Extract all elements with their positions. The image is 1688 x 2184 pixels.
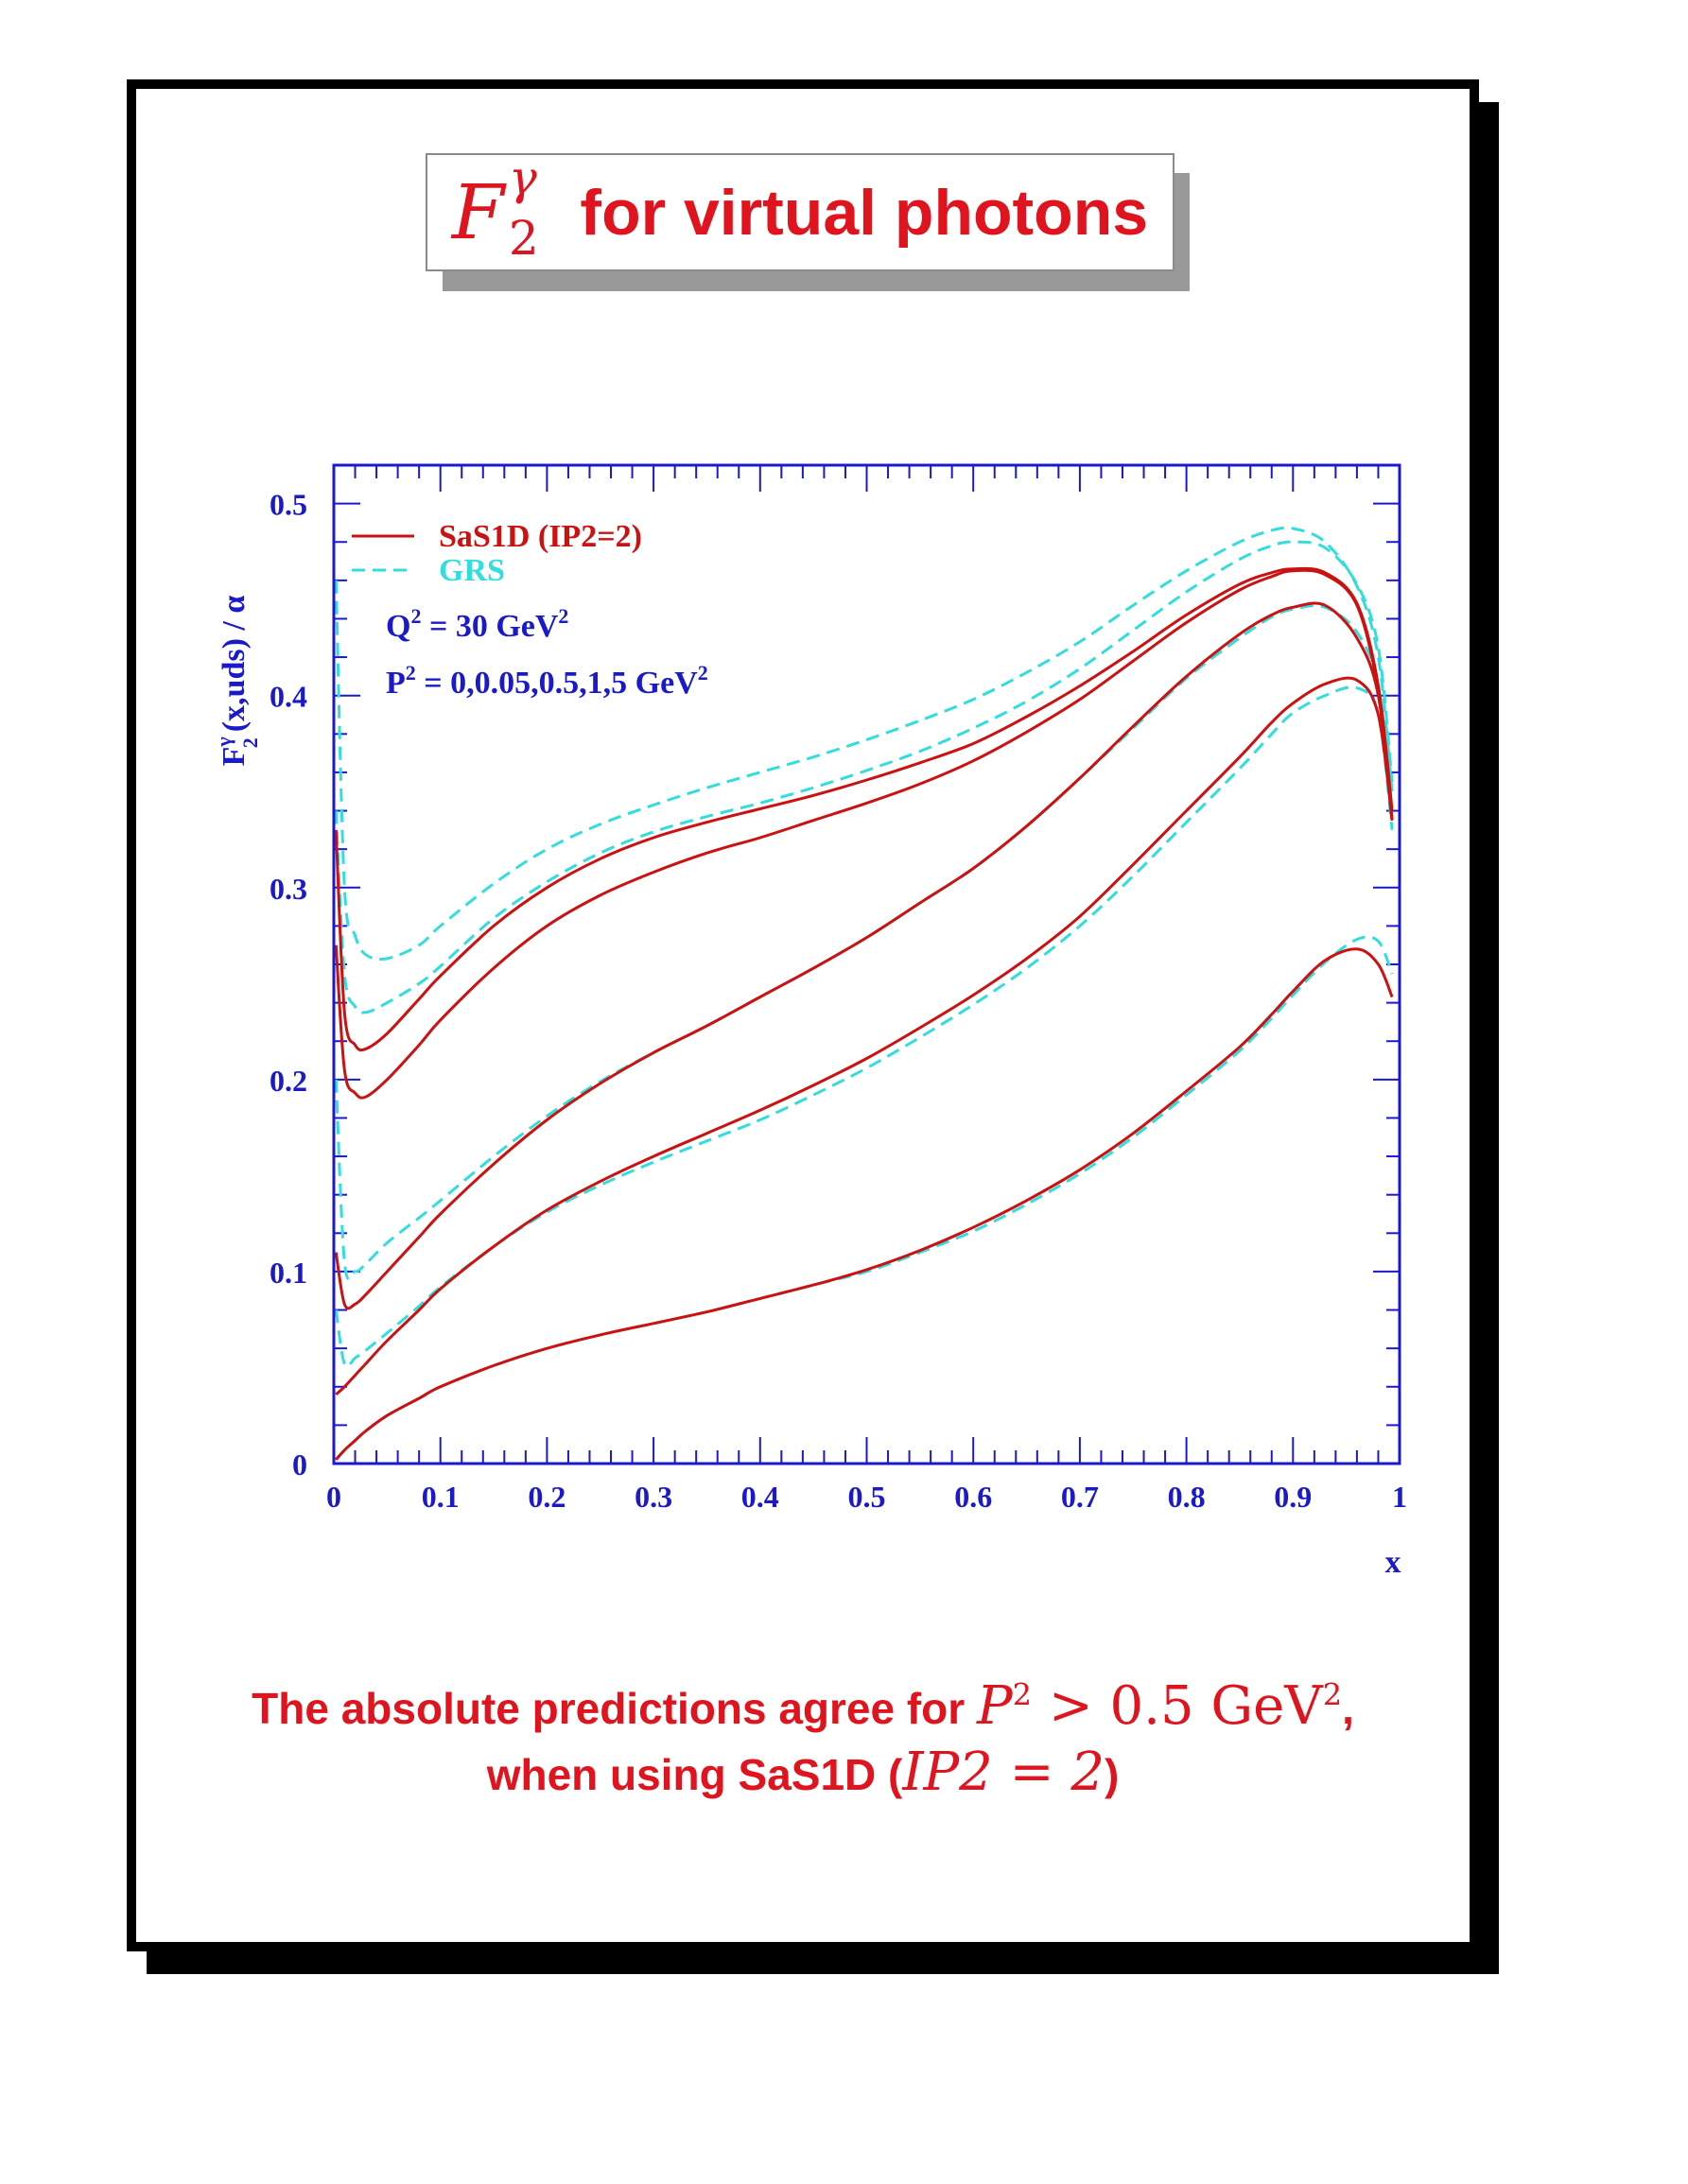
caption-line-2-math-text: IP2 = 2 bbox=[902, 1742, 1105, 1803]
y-axis-label-main: F bbox=[217, 747, 252, 767]
sas1d-curve-p2-5 bbox=[335, 947, 1394, 1461]
caption-line-2-math: IP2 = 2 bbox=[902, 1742, 1105, 1803]
caption-math-exp2: 2 bbox=[1322, 1676, 1343, 1713]
tick-labels: 0 0.1 0.2 0.3 0.4 0.5 0.6 0.7 0.8 0.9 1 0 0.1 0.2 0.3 0… bbox=[270, 488, 1407, 1514]
grs-curve-p2-0_5 bbox=[334, 604, 1394, 1281]
x-tick-label: 0.2 bbox=[528, 1480, 566, 1514]
plot-frame bbox=[332, 463, 1401, 1465]
x-axis-label: x bbox=[1385, 1545, 1401, 1580]
sas1d-curve-p2-0_5 bbox=[334, 601, 1394, 1310]
caption-line-1: The absolute predictions agree for P2 > … bbox=[127, 1675, 1479, 1737]
title-symbol-sup: γ bbox=[508, 149, 537, 205]
caption-line-2-end: ) bbox=[1104, 1750, 1120, 1799]
annotation-p2-sup: 2 bbox=[406, 661, 416, 685]
x-tick-label: 0.9 bbox=[1274, 1480, 1312, 1514]
y-tick-label: 0.2 bbox=[270, 1064, 307, 1098]
title-symbol-main: F bbox=[451, 167, 505, 256]
caption-line-2-text: when using SaS1D ( bbox=[486, 1750, 903, 1799]
x-tick-label: 0.6 bbox=[954, 1480, 992, 1514]
chart-curves bbox=[334, 526, 1394, 1461]
x-tick-label: 0.1 bbox=[422, 1480, 460, 1514]
annotation-p2-sup2: 2 bbox=[698, 661, 708, 685]
y-axis-label-rest: (x,uds) / α bbox=[217, 596, 252, 733]
title-symbol-sub: 2 bbox=[508, 210, 539, 266]
annotation-p2-rest: = 0,0.05,0.5,1,5 GeV bbox=[416, 666, 698, 701]
annotation-q2: Q2 = 30 GeV2 bbox=[386, 604, 568, 644]
sas1d-curve-p2-1 bbox=[335, 676, 1394, 1396]
y-tick-label: 0.1 bbox=[270, 1256, 307, 1290]
x-tick-label: 0.5 bbox=[848, 1480, 886, 1514]
y-tick-label: 0.5 bbox=[270, 488, 307, 522]
x-tick-label: 0.8 bbox=[1168, 1480, 1206, 1514]
grs-curve-p2-1 bbox=[334, 685, 1394, 1368]
grs-curve-p2-0_05 bbox=[334, 540, 1394, 1014]
title-text: for virtual photons bbox=[580, 176, 1149, 249]
legend-sas-label: SaS1D (IP2=2) bbox=[439, 519, 642, 554]
annotation-p2-main: P bbox=[386, 666, 406, 701]
caption-math-rest: > 0.5 GeV bbox=[1032, 1675, 1323, 1737]
sas1d-curve-p2-0_05 bbox=[334, 568, 1394, 1100]
annotations: Q2 = 30 GeV2 P2 = 0,0.05,0.5,1,5 GeV2 bbox=[386, 604, 708, 701]
y-axis-label-sub: 2 bbox=[238, 737, 262, 748]
legend-grs-label: GRS bbox=[439, 553, 505, 588]
x-tick-label: 0 bbox=[326, 1480, 341, 1514]
annotation-q2-main: Q bbox=[386, 609, 410, 644]
legend: SaS1D (IP2=2) GRS bbox=[352, 519, 642, 588]
annotation-p2: P2 = 0,0.05,0.5,1,5 GeV2 bbox=[386, 661, 708, 701]
slide-frame bbox=[127, 79, 1479, 1951]
y-tick-label: 0 bbox=[292, 1447, 307, 1482]
x-tick-label: 1 bbox=[1392, 1480, 1407, 1514]
x-tick-label: 0.4 bbox=[741, 1480, 779, 1514]
caption-line-1-end: , bbox=[1342, 1684, 1354, 1733]
x-tick-label: 0.3 bbox=[635, 1480, 672, 1514]
y-tick-label: 0.4 bbox=[270, 680, 307, 714]
grs-curve-p2-5 bbox=[335, 935, 1394, 1461]
title-box: F γ 2 for virtual photons bbox=[426, 153, 1175, 271]
annotation-q2-sup2: 2 bbox=[558, 604, 568, 628]
annotation-q2-sup: 2 bbox=[410, 604, 421, 628]
x-tick-label: 0.7 bbox=[1061, 1480, 1099, 1514]
y-axis-label-sup: γ bbox=[212, 737, 235, 747]
caption-line-1-math: P2 > 0.5 GeV2 bbox=[977, 1675, 1342, 1737]
caption-math-var: P bbox=[976, 1675, 1013, 1737]
caption-line-2: when using SaS1D (IP2 = 2) bbox=[127, 1742, 1479, 1803]
title-symbol: F γ 2 bbox=[452, 154, 539, 262]
caption-line-1-text: The absolute predictions agree for bbox=[252, 1684, 966, 1733]
chart-ticks bbox=[333, 464, 1401, 1465]
sas1d-curve-p2-0 bbox=[334, 566, 1394, 1052]
annotation-q2-rest: = 30 GeV bbox=[421, 609, 558, 644]
y-axis-label: Fγ 2 (x,uds) / α bbox=[212, 596, 262, 767]
caption-math-exp: 2 bbox=[1012, 1676, 1033, 1713]
y-tick-label: 0.3 bbox=[270, 872, 307, 906]
